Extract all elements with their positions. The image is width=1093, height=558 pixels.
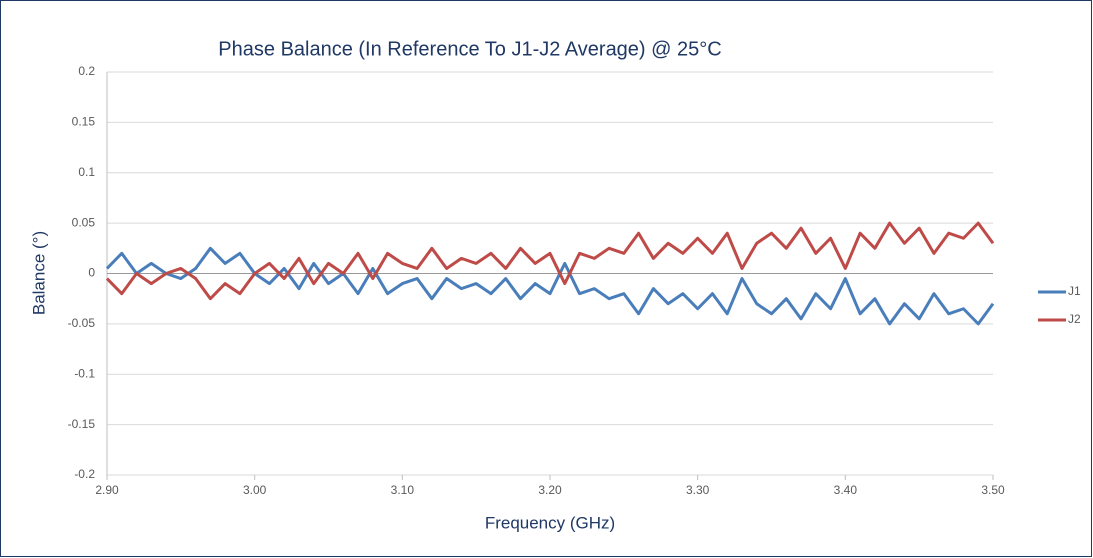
y-tick-label: -0.05 xyxy=(68,316,96,330)
x-tick-label: 3.10 xyxy=(391,483,415,497)
x-axis-title: Frequency (GHz) xyxy=(485,513,615,532)
y-tick-label: 0.15 xyxy=(72,115,96,129)
y-tick-label: -0.15 xyxy=(68,417,96,431)
y-tick-label: 0.1 xyxy=(78,165,95,179)
y-tick-label: -0.2 xyxy=(74,467,95,481)
series-line xyxy=(105,221,995,301)
y-tick-label: 0 xyxy=(88,266,95,280)
y-tick-label: 0.05 xyxy=(72,215,96,229)
x-tick-label: 3.50 xyxy=(981,483,1005,497)
y-tick-label: 0.2 xyxy=(78,64,95,78)
x-tick-label: 2.90 xyxy=(95,483,119,497)
legend-label: J2 xyxy=(1068,312,1081,326)
x-tick-label: 3.20 xyxy=(538,483,562,497)
chart-title: Phase Balance (In Reference To J1-J2 Ave… xyxy=(218,38,721,60)
y-tick-label: -0.1 xyxy=(74,366,95,380)
x-tick-label: 3.40 xyxy=(834,483,858,497)
x-tick-label: 3.00 xyxy=(243,483,267,497)
x-tick-label: 3.30 xyxy=(686,483,710,497)
y-axis-title: Balance (°) xyxy=(29,231,48,315)
legend-label: J1 xyxy=(1068,284,1081,298)
